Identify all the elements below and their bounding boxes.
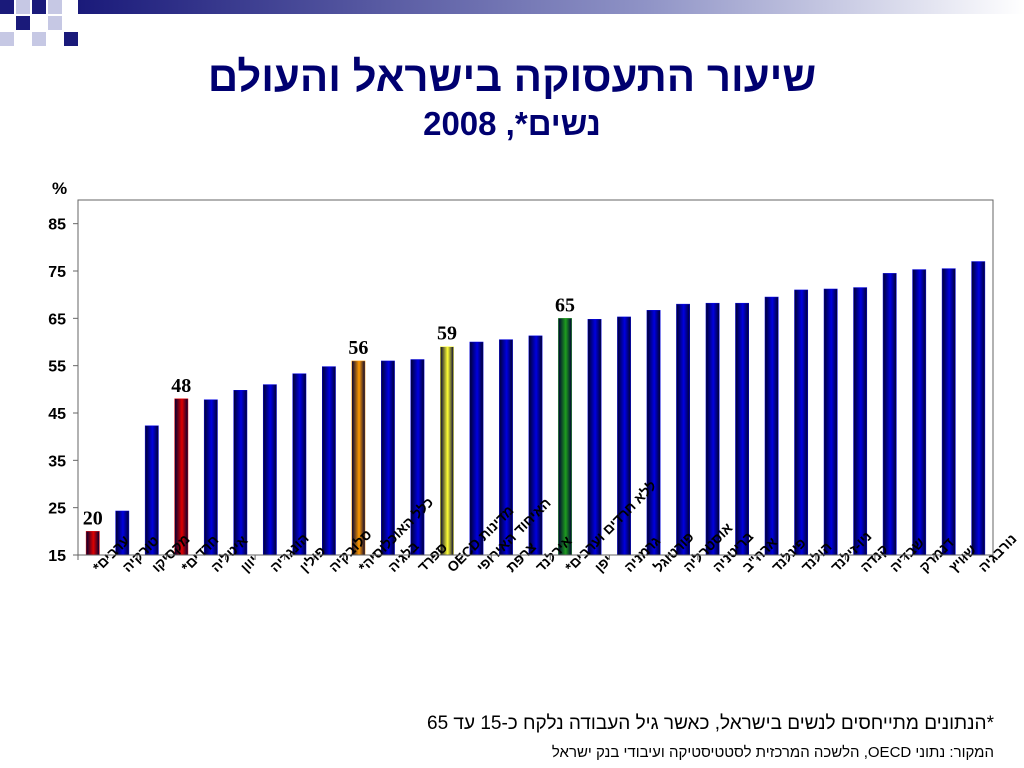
plot-area-frame [77, 199, 994, 556]
y-tick-label: 15 [48, 548, 66, 565]
bar [676, 303, 690, 556]
y-tick-label: 75 [48, 264, 66, 281]
bar [440, 346, 454, 556]
bar [853, 287, 868, 556]
y-tick-label: 65 [48, 311, 66, 328]
y-tick-label: 45 [48, 406, 66, 423]
bar [735, 302, 750, 556]
y-tick-label: 35 [48, 453, 66, 470]
bar [941, 268, 956, 556]
chart-subtitle: נשים*, 2008 [423, 105, 601, 142]
y-tick-label: 55 [48, 359, 66, 376]
bar [971, 261, 986, 556]
bar [321, 366, 336, 556]
data-label: 65 [555, 294, 575, 316]
y-axis-label: % [52, 179, 67, 198]
source-note: המקור: נתוני OECD, הלשכה המרכזית לסטטיסט… [551, 744, 994, 761]
bar [646, 310, 661, 556]
bar [587, 319, 602, 556]
bar [262, 384, 277, 556]
bar [794, 289, 809, 556]
bar [705, 302, 720, 556]
data-label: 20 [83, 507, 103, 529]
data-label: 59 [437, 323, 457, 345]
decorative-squares [0, 0, 1024, 46]
footnote: *הנתונים מתייחסים לנשים בישראל, כאשר גיל… [427, 713, 994, 734]
bar [764, 296, 779, 556]
bar [882, 273, 897, 556]
bar [203, 399, 218, 556]
chart-title: שיעור התעסוקה בישראל והעולם [207, 53, 817, 100]
bar [292, 373, 307, 556]
bar [912, 269, 927, 556]
y-tick-label: 25 [48, 501, 66, 518]
bar [233, 390, 248, 556]
bar [558, 318, 572, 556]
data-label: 56 [348, 337, 368, 359]
bar [469, 341, 484, 556]
bar [85, 531, 100, 556]
data-label: 48 [171, 375, 191, 397]
y-tick-label: 85 [48, 217, 66, 234]
bar [823, 288, 838, 556]
